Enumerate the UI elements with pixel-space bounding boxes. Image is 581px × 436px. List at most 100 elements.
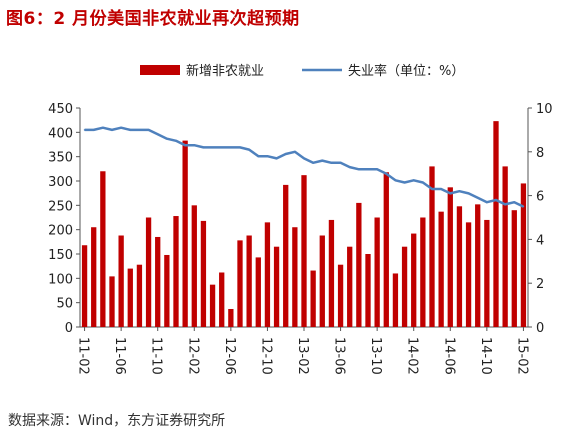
bar-14-10 [484,219,490,327]
unemployment-point-11-04 [102,126,104,129]
bar-14-07 [456,206,463,327]
bar-13-07 [347,246,353,327]
bar-11-06 [118,235,124,327]
x-tick-label: 14-06 [441,337,456,375]
unemployment-point-11-02 [83,129,86,131]
bar-13-12 [392,273,399,327]
unemployment-point-13-05 [330,161,333,164]
bar-13-08 [356,202,362,327]
bar-12-11 [273,246,280,327]
bar-13-10 [374,217,380,327]
y-right-tick-label: 4 [536,233,544,248]
bar-12-10 [264,222,271,327]
x-tick-label: 12-06 [222,337,237,375]
unemployment-point-14-07 [458,190,461,193]
unemployment-point-12-12 [284,153,287,155]
x-tick-label: 15-02 [514,337,529,375]
unemployment-point-13-01 [294,151,296,153]
bar-12-04 [209,284,216,327]
bar-13-11 [383,172,389,327]
unemployment-point-14-02 [412,179,415,182]
unemployment-point-15-01 [513,201,516,203]
unemployment-point-11-08 [138,129,141,131]
bar-12-03 [200,220,207,327]
unemployment-point-13-08 [358,168,360,171]
bar-14-06 [447,187,453,327]
bar-11-10 [155,236,161,327]
unemployment-point-14-09 [476,196,479,199]
y-left-tick-label: 100 [48,272,73,287]
bar-13-06 [337,264,344,327]
bar-11-11 [164,254,170,327]
unemployment-point-12-08 [248,148,250,151]
unemployment-point-12-04 [211,146,214,149]
unemployment-point-13-04 [321,159,324,162]
x-tick-label: 11-06 [112,337,127,375]
unemployment-point-11-09 [147,129,150,131]
bar-14-03 [420,217,426,327]
unemployment-point-12-05 [220,146,223,149]
unemployment-point-12-02 [193,144,196,147]
unemployment-point-14-06 [449,192,452,195]
bar-14-11 [493,121,499,327]
bar-15-01 [511,210,517,327]
unemployment-point-11-11 [166,137,168,140]
bar-13-01 [292,227,298,327]
bar-11-05 [109,276,115,327]
bar-13-09 [365,254,371,327]
bar-12-01 [182,140,188,327]
bar-11-09 [145,217,152,327]
bar-11-12 [173,216,179,327]
unemployment-point-13-06 [339,161,342,164]
y-right-tick-label: 6 [536,190,544,205]
y-left-tick-label: 400 [48,126,73,141]
y-left-tick-label: 0 [65,321,73,336]
x-tick-label: 11-10 [149,337,164,375]
x-tick-label: 13-06 [332,337,347,375]
unemployment-point-13-12 [394,179,397,182]
unemployment-point-13-07 [348,166,351,168]
y-right-tick-label: 0 [536,321,544,336]
y-right-tick-label: 10 [536,102,553,117]
unemployment-point-12-06 [230,146,232,149]
unemployment-point-14-01 [403,181,406,184]
bar-14-02 [411,233,417,327]
bar-11-02 [81,245,88,327]
unemployment-point-14-03 [422,181,424,184]
bar-12-06 [228,308,234,327]
unemployment-point-13-03 [312,161,314,164]
unemployment-point-11-12 [175,140,177,142]
unemployment-point-12-09 [257,155,260,157]
bar-series [81,121,527,327]
bar-12-08 [246,235,252,327]
unemployment-point-15-02 [522,205,525,208]
unemployment-point-13-02 [303,157,305,160]
y-left-tick-label: 150 [48,248,73,263]
x-tick-label: 14-02 [405,337,420,375]
bar-13-04 [319,235,325,327]
unemployment-point-12-10 [266,155,269,157]
unemployment-point-14-12 [504,203,506,206]
bar-11-07 [127,268,133,327]
bar-13-05 [328,219,335,327]
y-left-tick-label: 450 [48,102,73,117]
bar-12-02 [191,205,197,327]
unemployment-point-12-03 [202,146,205,149]
y-left-tick-label: 250 [48,199,73,214]
unemployment-point-14-04 [431,188,433,190]
y-right-tick-label: 8 [536,146,544,161]
unemployment-point-11-06 [120,126,122,129]
bar-12-09 [255,257,261,327]
unemployment-point-14-05 [440,188,442,190]
unemployment-point-11-03 [92,129,95,131]
bar-13-03 [310,270,316,327]
bar-14-04 [429,166,435,327]
bar-13-02 [301,175,307,327]
x-tick-label: 14-10 [478,337,493,375]
y-right-tick-label: 2 [536,277,544,292]
unemployment-point-13-10 [376,168,378,171]
bar-14-08 [465,222,472,327]
bar-12-07 [237,240,243,327]
unemployment-point-11-10 [156,133,159,136]
line-series [83,126,525,208]
